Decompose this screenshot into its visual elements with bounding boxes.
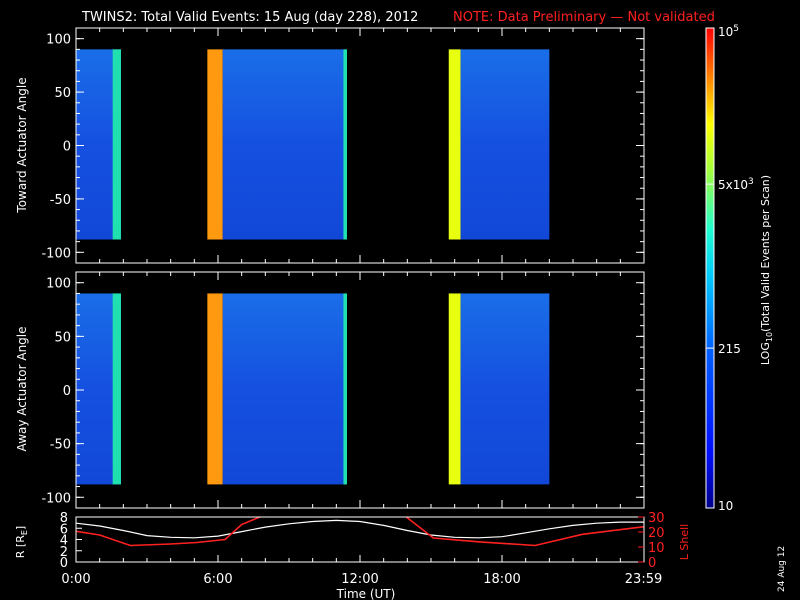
heatmap-block [112,49,121,240]
rtick-label: 10 [648,541,665,556]
ytick-label: 100 [46,277,71,292]
panel-frame [75,27,645,264]
rtick-label: 30 [648,511,665,526]
ytick-label: 4 [60,534,68,549]
ytick-label: -50 [50,438,71,453]
heatmap-block [222,293,347,485]
preliminary-note: NOTE: Data Preliminary — Not validated [453,10,715,25]
ytick-label: 0 [60,556,68,571]
xtick-label: 0:00 [61,572,90,587]
toward-panel: 100 50 0 -50 -100 [41,27,645,264]
ytick-label: -50 [50,193,71,208]
heatmap-block [207,49,223,240]
r-ylabel: R [RE] [14,526,29,558]
ytick-label: -100 [41,491,71,506]
ytick-label: 2 [60,545,68,560]
ytick-label: 100 [46,33,71,48]
heatmap-block [448,293,461,485]
colorbar-tick-label: 215 [718,342,741,356]
heatmap-block [460,293,550,485]
ytick-label: 50 [54,330,71,345]
xtick-label: 18:00 [483,572,520,587]
lshell-ylabel: L Shell [678,524,691,560]
colorbar-ticks: 105 5x103 215 10 [706,24,754,513]
xtick-label: 6:00 [203,572,232,587]
ytick-label: 8 [60,511,68,526]
ytick-label: -100 [41,246,71,261]
colorbar [705,27,715,509]
rtick-label: 0 [648,556,656,571]
colorbar-label: LOG10(Total Valid Events per Scan) [759,175,774,365]
heatmap-block [222,49,347,240]
ytick-label: 6 [60,522,68,537]
time-xlabel: Time (UT) [336,587,396,600]
rtick-label: 20 [648,526,665,541]
heatmap-block [460,49,550,240]
away-ylabel: Away Actuator Angle [15,326,29,451]
ytick-label: 0 [63,384,71,399]
ytick-label: 50 [54,86,71,101]
xtick-label: 12:00 [341,572,378,587]
panel-frame [75,271,645,509]
ytick-label: 0 [63,140,71,155]
away-panel: 100 50 0 -50 -100 [41,271,645,509]
heatmap-block [448,49,461,240]
colorbar-tick-label: 10 [718,499,733,513]
lshell-line [76,517,644,547]
heatmap-block [112,293,121,485]
colorbar-tick-label: 105 [718,24,739,39]
toward-ylabel: Toward Actuator Angle [15,77,29,213]
chart-title: TWINS2: Total Valid Events: 15 Aug (day … [81,10,418,25]
heatmap-block [343,293,347,485]
heatmap-block [343,49,347,240]
r-line [76,519,644,539]
heatmap-block [207,293,223,485]
generation-date: 24 Aug 12 [777,546,787,592]
xtick-label: 23:59 [625,572,662,587]
colorbar-tick-label: 5x103 [718,177,754,192]
